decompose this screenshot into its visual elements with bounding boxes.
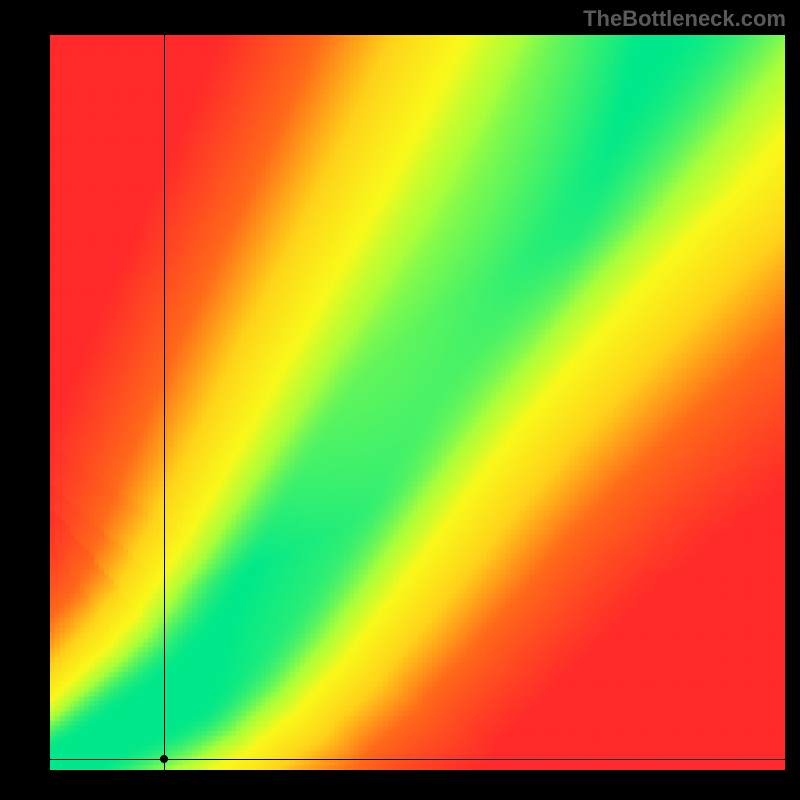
heatmap-canvas [50, 35, 785, 770]
plot-area [50, 35, 785, 770]
watermark-text: TheBottleneck.com [583, 6, 786, 32]
marker-dot [160, 755, 168, 763]
crosshair-vertical [164, 35, 165, 770]
